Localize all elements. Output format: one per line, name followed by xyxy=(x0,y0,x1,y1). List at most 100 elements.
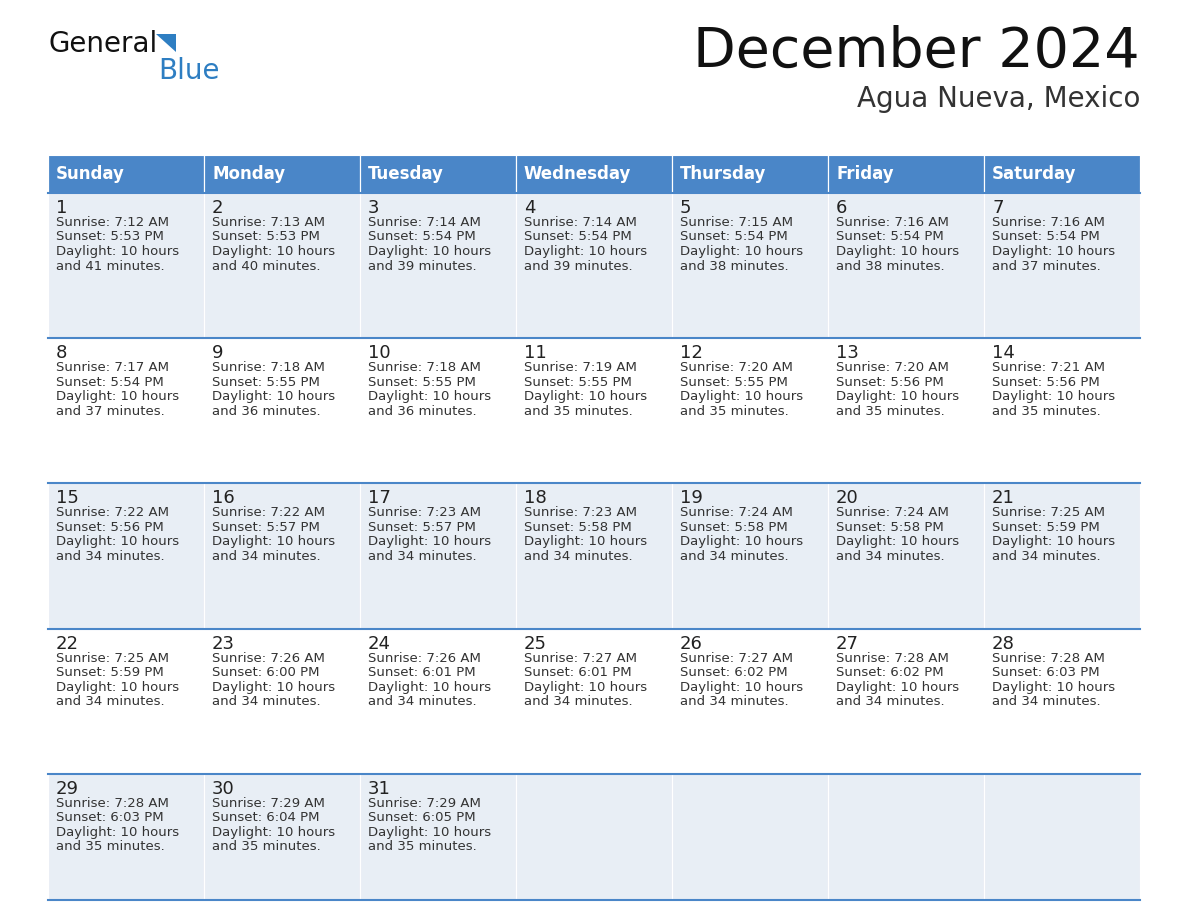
Text: 19: 19 xyxy=(680,489,703,508)
Text: Sunset: 5:54 PM: Sunset: 5:54 PM xyxy=(992,230,1100,243)
Text: and 35 minutes.: and 35 minutes. xyxy=(524,405,633,418)
Text: 12: 12 xyxy=(680,344,703,363)
Text: and 34 minutes.: and 34 minutes. xyxy=(56,695,165,708)
Text: 8: 8 xyxy=(56,344,68,363)
Text: Sunset: 6:03 PM: Sunset: 6:03 PM xyxy=(992,666,1100,679)
Text: 11: 11 xyxy=(524,344,546,363)
Text: Sunset: 5:54 PM: Sunset: 5:54 PM xyxy=(680,230,788,243)
Text: Sunrise: 7:16 AM: Sunrise: 7:16 AM xyxy=(836,216,949,229)
Bar xyxy=(360,193,516,338)
Bar xyxy=(204,629,360,774)
Text: Daylight: 10 hours: Daylight: 10 hours xyxy=(836,680,959,693)
Text: 1: 1 xyxy=(56,199,68,217)
Text: Sunrise: 7:17 AM: Sunrise: 7:17 AM xyxy=(56,361,169,375)
Bar xyxy=(48,193,204,338)
Text: Daylight: 10 hours: Daylight: 10 hours xyxy=(211,825,335,839)
Text: December 2024: December 2024 xyxy=(694,25,1140,79)
Text: 10: 10 xyxy=(368,344,391,363)
Text: Daylight: 10 hours: Daylight: 10 hours xyxy=(992,535,1116,548)
Text: Sunrise: 7:14 AM: Sunrise: 7:14 AM xyxy=(368,216,481,229)
Text: Sunrise: 7:27 AM: Sunrise: 7:27 AM xyxy=(680,652,794,665)
Text: Sunset: 5:57 PM: Sunset: 5:57 PM xyxy=(211,521,320,534)
Text: Sunrise: 7:26 AM: Sunrise: 7:26 AM xyxy=(211,652,324,665)
Text: and 34 minutes.: and 34 minutes. xyxy=(836,550,944,563)
Text: Sunrise: 7:18 AM: Sunrise: 7:18 AM xyxy=(211,361,324,375)
Text: Daylight: 10 hours: Daylight: 10 hours xyxy=(56,535,179,548)
Text: Daylight: 10 hours: Daylight: 10 hours xyxy=(368,680,491,693)
Text: and 34 minutes.: and 34 minutes. xyxy=(368,695,476,708)
Text: Sunset: 5:57 PM: Sunset: 5:57 PM xyxy=(368,521,476,534)
Bar xyxy=(516,155,672,193)
Text: Sunrise: 7:24 AM: Sunrise: 7:24 AM xyxy=(680,507,792,520)
Text: and 35 minutes.: and 35 minutes. xyxy=(368,840,476,853)
Bar xyxy=(984,484,1140,629)
Text: 14: 14 xyxy=(992,344,1015,363)
Text: Daylight: 10 hours: Daylight: 10 hours xyxy=(524,390,647,403)
Bar xyxy=(828,484,984,629)
Text: Sunrise: 7:23 AM: Sunrise: 7:23 AM xyxy=(524,507,637,520)
Text: 9: 9 xyxy=(211,344,223,363)
Text: Sunset: 6:01 PM: Sunset: 6:01 PM xyxy=(368,666,475,679)
Bar xyxy=(204,484,360,629)
Bar xyxy=(48,629,204,774)
Text: Sunrise: 7:15 AM: Sunrise: 7:15 AM xyxy=(680,216,794,229)
Text: Daylight: 10 hours: Daylight: 10 hours xyxy=(836,535,959,548)
Bar xyxy=(516,338,672,484)
Text: Sunrise: 7:20 AM: Sunrise: 7:20 AM xyxy=(836,361,949,375)
Text: Sunrise: 7:21 AM: Sunrise: 7:21 AM xyxy=(992,361,1105,375)
Text: and 34 minutes.: and 34 minutes. xyxy=(368,550,476,563)
Text: 15: 15 xyxy=(56,489,78,508)
Text: 30: 30 xyxy=(211,779,235,798)
Text: Agua Nueva, Mexico: Agua Nueva, Mexico xyxy=(857,85,1140,113)
Text: Wednesday: Wednesday xyxy=(524,165,631,183)
Text: 21: 21 xyxy=(992,489,1015,508)
Text: Sunset: 5:58 PM: Sunset: 5:58 PM xyxy=(524,521,632,534)
Text: Sunset: 5:55 PM: Sunset: 5:55 PM xyxy=(211,375,320,388)
Bar xyxy=(48,338,204,484)
Text: Monday: Monday xyxy=(211,165,285,183)
Bar xyxy=(984,155,1140,193)
Text: Sunrise: 7:19 AM: Sunrise: 7:19 AM xyxy=(524,361,637,375)
Bar xyxy=(48,484,204,629)
Bar xyxy=(48,774,204,900)
Text: 16: 16 xyxy=(211,489,235,508)
Text: and 35 minutes.: and 35 minutes. xyxy=(211,840,321,853)
Text: Daylight: 10 hours: Daylight: 10 hours xyxy=(368,535,491,548)
Text: Sunset: 5:59 PM: Sunset: 5:59 PM xyxy=(992,521,1100,534)
Text: and 34 minutes.: and 34 minutes. xyxy=(992,695,1100,708)
Text: Blue: Blue xyxy=(158,57,220,85)
Text: and 36 minutes.: and 36 minutes. xyxy=(368,405,476,418)
Text: Daylight: 10 hours: Daylight: 10 hours xyxy=(524,245,647,258)
Text: 27: 27 xyxy=(836,634,859,653)
Text: General: General xyxy=(48,30,157,58)
Text: Sunrise: 7:18 AM: Sunrise: 7:18 AM xyxy=(368,361,481,375)
Bar xyxy=(672,774,828,900)
Text: and 34 minutes.: and 34 minutes. xyxy=(836,695,944,708)
Text: and 38 minutes.: and 38 minutes. xyxy=(680,260,789,273)
Text: 26: 26 xyxy=(680,634,703,653)
Bar xyxy=(204,774,360,900)
Bar xyxy=(204,338,360,484)
Text: Daylight: 10 hours: Daylight: 10 hours xyxy=(211,535,335,548)
Text: Sunset: 5:58 PM: Sunset: 5:58 PM xyxy=(680,521,788,534)
Text: Sunrise: 7:25 AM: Sunrise: 7:25 AM xyxy=(992,507,1105,520)
Text: Sunday: Sunday xyxy=(56,165,125,183)
Text: and 39 minutes.: and 39 minutes. xyxy=(524,260,633,273)
Text: Sunrise: 7:14 AM: Sunrise: 7:14 AM xyxy=(524,216,637,229)
Text: Thursday: Thursday xyxy=(680,165,766,183)
Bar xyxy=(984,338,1140,484)
Text: and 35 minutes.: and 35 minutes. xyxy=(836,405,944,418)
Polygon shape xyxy=(156,34,176,52)
Text: Sunset: 5:53 PM: Sunset: 5:53 PM xyxy=(56,230,164,243)
Text: Sunrise: 7:29 AM: Sunrise: 7:29 AM xyxy=(368,797,481,810)
Text: Sunset: 5:55 PM: Sunset: 5:55 PM xyxy=(368,375,476,388)
Bar xyxy=(672,484,828,629)
Text: Sunset: 5:54 PM: Sunset: 5:54 PM xyxy=(56,375,164,388)
Text: 2: 2 xyxy=(211,199,223,217)
Text: Daylight: 10 hours: Daylight: 10 hours xyxy=(56,390,179,403)
Text: and 34 minutes.: and 34 minutes. xyxy=(680,695,789,708)
Text: Daylight: 10 hours: Daylight: 10 hours xyxy=(992,390,1116,403)
Text: Daylight: 10 hours: Daylight: 10 hours xyxy=(680,390,803,403)
Text: Daylight: 10 hours: Daylight: 10 hours xyxy=(56,825,179,839)
Text: Sunrise: 7:26 AM: Sunrise: 7:26 AM xyxy=(368,652,481,665)
